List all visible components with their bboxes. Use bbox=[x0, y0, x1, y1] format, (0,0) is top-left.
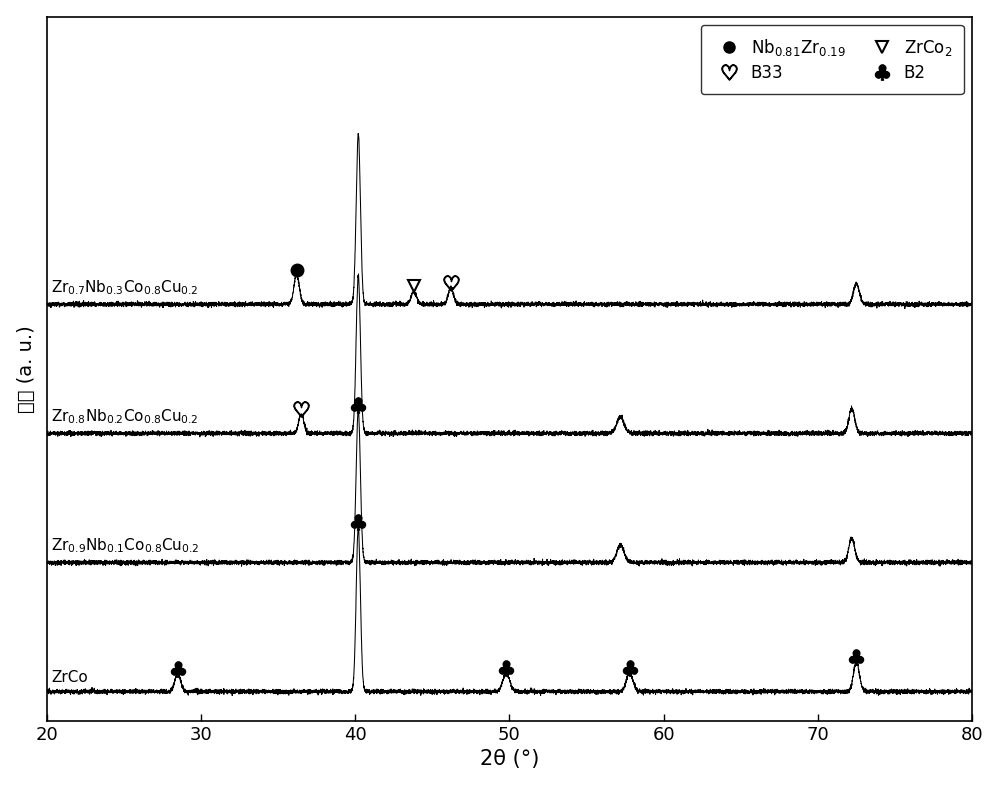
Text: ZrCo: ZrCo bbox=[51, 670, 88, 685]
Text: Zr$_{0.9}$Nb$_{0.1}$Co$_{0.8}$Cu$_{0.2}$: Zr$_{0.9}$Nb$_{0.1}$Co$_{0.8}$Cu$_{0.2}$ bbox=[51, 537, 199, 556]
Legend: Nb$_{0.81}$Zr$_{0.19}$, B33, ZrCo$_2$, B2: Nb$_{0.81}$Zr$_{0.19}$, B33, ZrCo$_2$, B… bbox=[701, 25, 964, 94]
Text: Zr$_{0.7}$Nb$_{0.3}$Co$_{0.8}$Cu$_{0.2}$: Zr$_{0.7}$Nb$_{0.3}$Co$_{0.8}$Cu$_{0.2}$ bbox=[51, 278, 199, 297]
Text: Zr$_{0.8}$Nb$_{0.2}$Co$_{0.8}$Cu$_{0.2}$: Zr$_{0.8}$Nb$_{0.2}$Co$_{0.8}$Cu$_{0.2}$ bbox=[51, 408, 199, 426]
X-axis label: 2θ (°): 2θ (°) bbox=[480, 749, 539, 769]
Y-axis label: 峰强 (a. u.): 峰强 (a. u.) bbox=[17, 325, 36, 413]
